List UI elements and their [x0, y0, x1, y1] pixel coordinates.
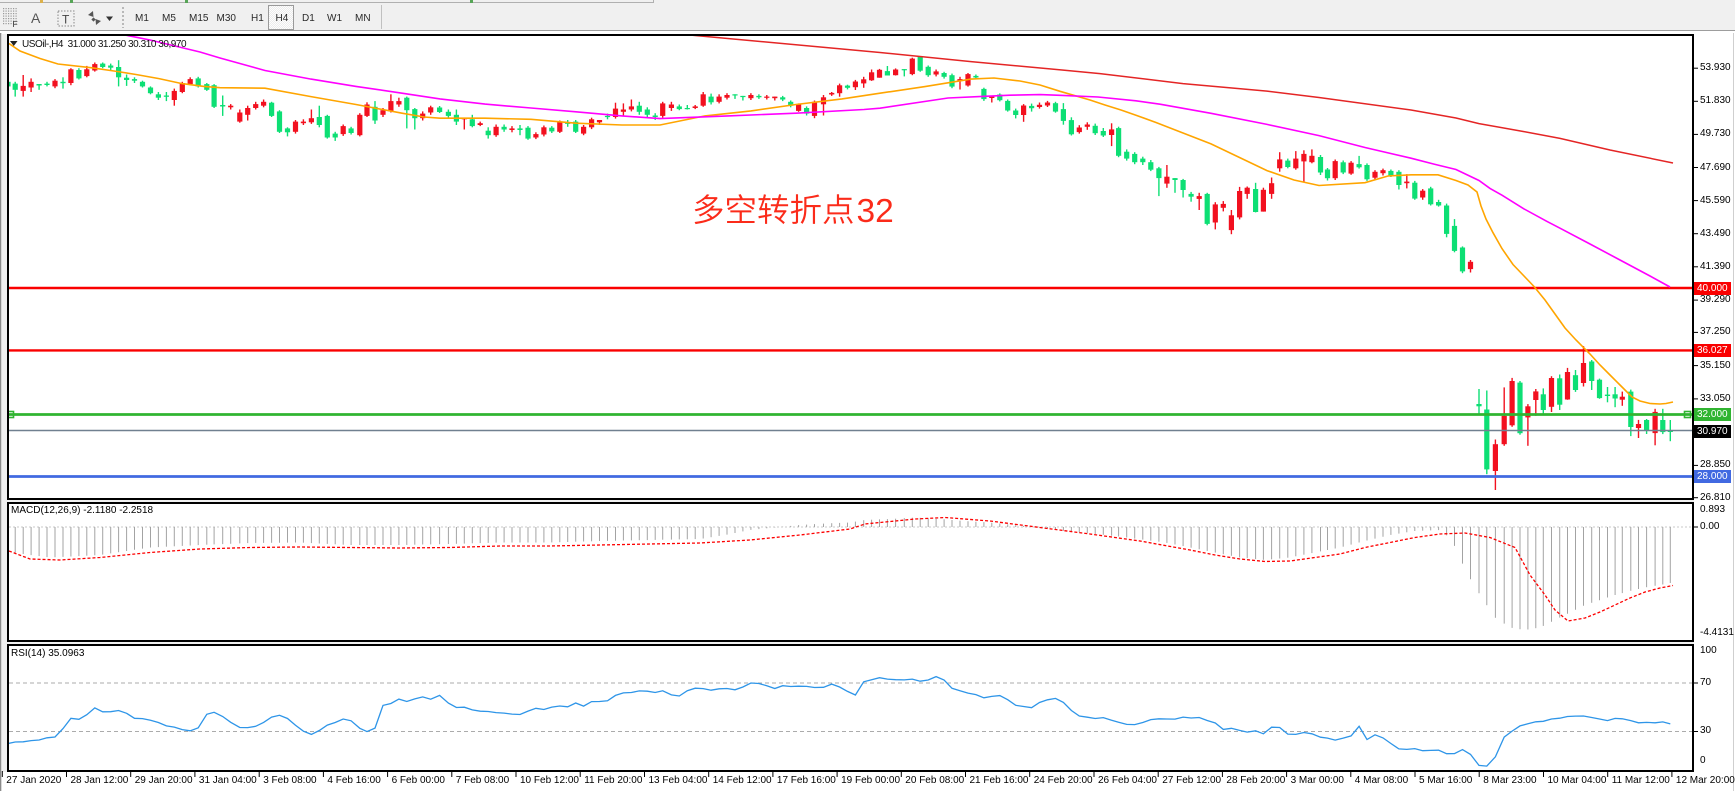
svg-text:32: 32 — [857, 193, 894, 230]
svg-text:A: A — [31, 10, 41, 26]
svg-text:T: T — [62, 13, 70, 27]
svg-text:F: F — [13, 19, 18, 29]
